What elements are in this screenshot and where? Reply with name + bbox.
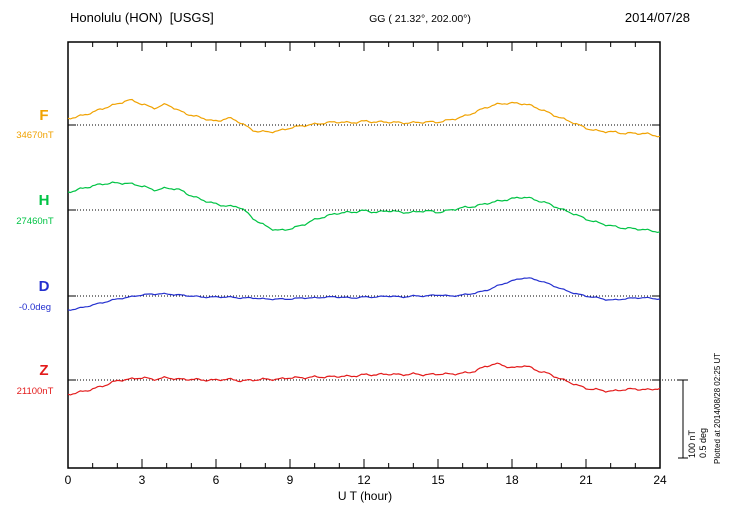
x-tick-label-9: 9 — [287, 473, 294, 487]
baseline-value-Z: 21100nT — [16, 386, 54, 397]
baseline-value-D: -0.0deg — [18, 302, 52, 313]
x-tick-label-3: 3 — [139, 473, 146, 487]
station-title: Honolulu (HON) [USGS] — [70, 10, 214, 25]
trace-D — [67, 277, 661, 311]
trace-H — [67, 181, 661, 234]
x-tick-label-15: 15 — [431, 473, 445, 487]
x-tick-label-0: 0 — [65, 473, 72, 487]
x-tick-label-21: 21 — [579, 473, 593, 487]
trace-label-F: F — [39, 107, 49, 124]
plot-frame — [67, 41, 661, 469]
geographic-coords: GG ( 21.32°, 202.00°) — [369, 13, 471, 25]
x-tick-label-24: 24 — [653, 473, 667, 487]
x-tick-label-18: 18 — [505, 473, 519, 487]
trace-label-Z: Z — [39, 362, 49, 379]
scale-05deg-label: 0.5 deg — [698, 427, 708, 458]
trace-F — [67, 98, 661, 138]
baseline-value-H: 27460nT — [16, 216, 54, 227]
trace-label-H: H — [38, 192, 50, 209]
x-axis-label: U T (hour) — [337, 489, 393, 503]
baseline-value-F: 34670nT — [16, 130, 54, 141]
plot-date: 2014/07/28 — [624, 10, 690, 25]
trace-label-D: D — [38, 278, 50, 295]
x-tick-label-12: 12 — [357, 473, 371, 487]
trace-Z — [67, 362, 661, 396]
scale-100nt-label: 100 nT — [687, 429, 697, 458]
x-tick-label-6: 6 — [213, 473, 220, 487]
scale-bar-labels: 100 nT 0.5 deg — [687, 380, 709, 458]
plotted-at-note: Plotted at 2014/08/28 02:25 UT — [713, 352, 722, 464]
